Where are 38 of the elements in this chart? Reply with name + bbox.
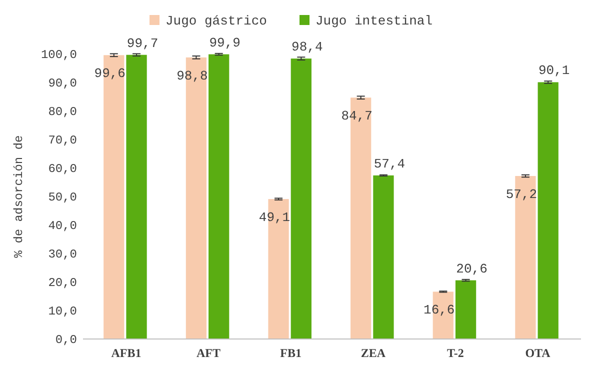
- y-tick-label: 80,0: [48, 105, 77, 120]
- x-tick-label: AFB1: [111, 346, 142, 360]
- y-tick-label: 0,0: [55, 333, 77, 348]
- legend-label: Jugo gástrico: [166, 14, 267, 29]
- y-tick-label: 50,0: [48, 190, 77, 205]
- y-tick-label: 30,0: [48, 248, 77, 262]
- y-tick-label: 40,0: [48, 219, 77, 234]
- bar: [455, 280, 476, 339]
- bar: [126, 54, 147, 339]
- bar: [208, 54, 230, 339]
- data-label: 98,4: [292, 40, 323, 55]
- data-label: 99,6: [94, 66, 126, 82]
- bar: [290, 58, 312, 339]
- x-tick-label: OTA: [525, 346, 551, 360]
- y-axis-title: % de adsorción de: [12, 135, 26, 258]
- data-label: 90,1: [538, 63, 570, 78]
- data-label: 99,9: [209, 35, 240, 50]
- y-tick-label: 70,0: [48, 134, 77, 148]
- x-tick-label: AFT: [196, 346, 221, 360]
- data-label: 99,7: [126, 36, 158, 51]
- bar: [373, 175, 394, 339]
- x-tick-label: FB1: [280, 346, 302, 360]
- data-label: 16,6: [424, 302, 455, 318]
- data-label: 98,8: [176, 68, 208, 84]
- data-label: 57,4: [374, 156, 406, 172]
- x-tick-label: T-2: [447, 346, 464, 360]
- y-tick-label: 100,0: [40, 48, 77, 62]
- legend-label: Jugo intestinal: [316, 14, 433, 29]
- bar: [538, 82, 558, 339]
- data-label: 57,2: [506, 186, 538, 202]
- data-label: 49,1: [258, 210, 290, 226]
- y-tick-label: 20,0: [48, 276, 77, 290]
- x-tick-label: ZEA: [360, 346, 386, 360]
- data-label: 20,6: [456, 261, 488, 276]
- y-tick-label: 90,0: [48, 76, 77, 91]
- data-label: 84,7: [341, 108, 372, 124]
- y-tick-label: 10,0: [48, 304, 77, 319]
- y-tick-label: 60,0: [48, 162, 77, 176]
